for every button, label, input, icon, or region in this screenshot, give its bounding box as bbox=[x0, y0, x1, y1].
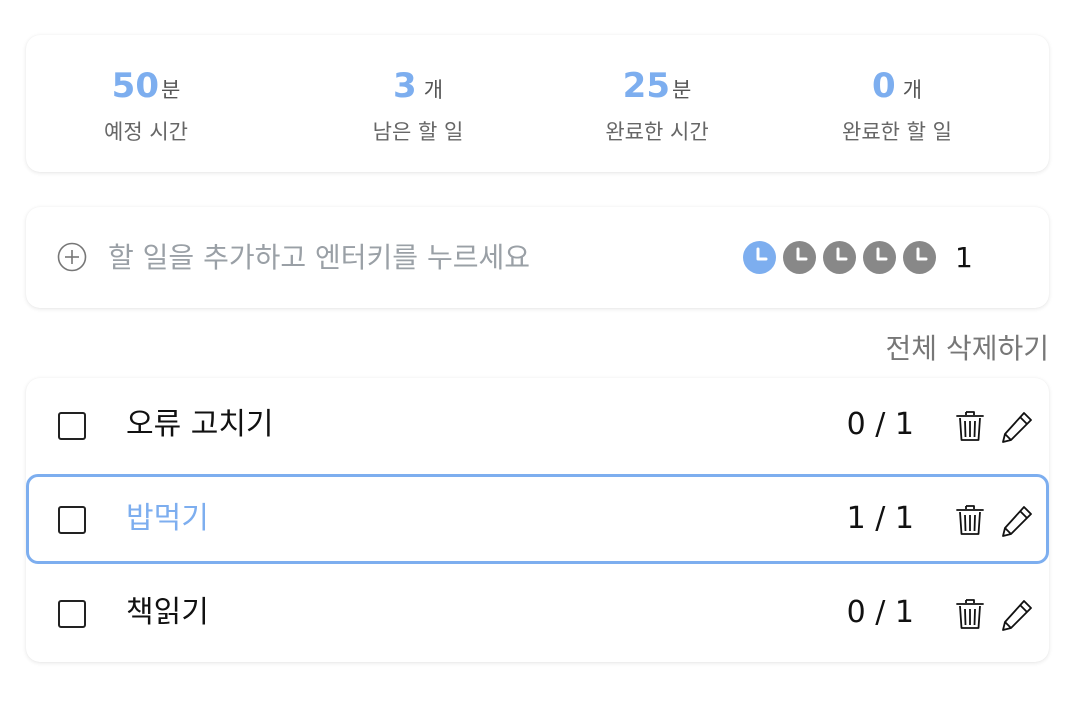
pencil-icon[interactable] bbox=[1000, 504, 1034, 538]
trash-icon[interactable] bbox=[955, 409, 985, 443]
clear-all-button[interactable]: 전체 삭제하기 bbox=[885, 332, 1049, 365]
task-title: 오류 고치기 bbox=[126, 407, 274, 442]
pencil-icon[interactable] bbox=[1000, 598, 1034, 632]
stat-unit: 개 bbox=[423, 78, 444, 102]
task-title: 밥먹기 bbox=[126, 501, 209, 536]
add-task-input[interactable] bbox=[108, 237, 698, 277]
trash-icon[interactable] bbox=[955, 503, 985, 537]
trash-icon[interactable] bbox=[955, 597, 985, 631]
task-checkbox[interactable] bbox=[58, 600, 86, 628]
clock-icon[interactable] bbox=[863, 241, 896, 274]
pomodoro-count: 1 bbox=[955, 241, 973, 274]
stat-unit: 분 bbox=[161, 78, 181, 102]
add-task-card: 1 bbox=[26, 207, 1049, 308]
plus-circle-icon[interactable] bbox=[57, 242, 87, 272]
stat-value: 3 bbox=[392, 66, 417, 106]
stat-label: 남은 할 일 bbox=[372, 120, 464, 144]
stat-completed-time: 25분 완료한 시간 bbox=[537, 35, 777, 172]
stat-unit: 개 bbox=[902, 78, 923, 102]
stat-remaining-tasks: 3 개 남은 할 일 bbox=[298, 35, 538, 172]
task-row[interactable]: 오류 고치기 0 / 1 bbox=[26, 380, 1049, 470]
task-list: 오류 고치기 0 / 1 밥먹기 1 / 1 bbox=[26, 378, 1049, 662]
task-count: 1 / 1 bbox=[846, 501, 914, 536]
stat-value: 0 bbox=[871, 66, 896, 106]
stat-label: 완료한 할 일 bbox=[842, 120, 952, 144]
task-checkbox[interactable] bbox=[58, 412, 86, 440]
stat-label: 완료한 시간 bbox=[605, 120, 709, 144]
stat-value: 50 bbox=[111, 66, 159, 106]
task-count: 0 / 1 bbox=[846, 407, 914, 442]
task-title: 책읽기 bbox=[126, 595, 209, 630]
stat-value: 25 bbox=[622, 66, 670, 106]
stat-completed-tasks: 0 개 완료한 할 일 bbox=[777, 35, 1017, 172]
stat-planned-time: 50분 예정 시간 bbox=[26, 35, 266, 172]
clock-icon[interactable] bbox=[783, 241, 816, 274]
clock-icon[interactable] bbox=[743, 241, 776, 274]
task-row[interactable]: 책읽기 0 / 1 bbox=[26, 568, 1049, 658]
stat-label: 예정 시간 bbox=[104, 120, 188, 144]
clock-icon[interactable] bbox=[903, 241, 936, 274]
stats-card: 50분 예정 시간 3 개 남은 할 일 25분 완료한 시간 0 개 완료한 … bbox=[26, 35, 1049, 172]
task-checkbox[interactable] bbox=[58, 506, 86, 534]
task-row[interactable]: 밥먹기 1 / 1 bbox=[26, 474, 1049, 564]
stat-unit: 분 bbox=[672, 78, 692, 102]
task-count: 0 / 1 bbox=[846, 595, 914, 630]
pencil-icon[interactable] bbox=[1000, 410, 1034, 444]
clock-icon[interactable] bbox=[823, 241, 856, 274]
